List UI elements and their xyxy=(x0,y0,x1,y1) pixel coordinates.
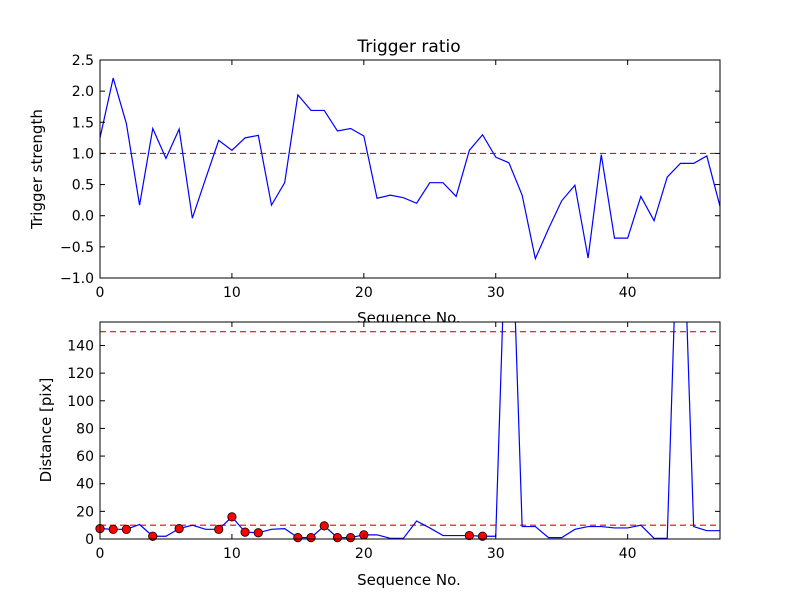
x-tick-label: 40 xyxy=(619,285,637,301)
x-tick-label: 0 xyxy=(96,546,105,562)
distance-chart: Distance [pix] Sequence No. 0 10 20 30 40 0 20… xyxy=(37,321,721,589)
y-tick-label: 0.5 xyxy=(72,178,94,194)
x-tick-label: 30 xyxy=(487,285,505,301)
trigger-ratio-chart: Trigger ratio Trigger strength Sequence … xyxy=(28,37,721,327)
x-tick-label: 10 xyxy=(223,546,241,562)
highlight-point xyxy=(148,531,158,541)
y-tick-label: 1.5 xyxy=(72,115,94,131)
x-tick-label: 40 xyxy=(619,546,637,562)
plot-frame xyxy=(99,59,721,279)
y-tick-label: −1.0 xyxy=(60,271,94,287)
y-tick-label: 20 xyxy=(76,504,94,520)
y-tick-label: 0 xyxy=(85,532,94,548)
series-line xyxy=(100,322,720,539)
plot-layer xyxy=(100,322,720,539)
x-tick-label: 20 xyxy=(355,546,373,562)
y-axis-label: Trigger strength xyxy=(28,109,46,230)
y-tick-label: 40 xyxy=(76,477,94,493)
x-tick-label: 20 xyxy=(355,285,373,301)
y-tick-label: 120 xyxy=(67,366,94,382)
y-tick-label: 140 xyxy=(67,338,94,354)
highlight-point xyxy=(332,533,343,543)
highlight-point xyxy=(108,524,118,534)
plot-frame xyxy=(99,321,721,540)
y-tick-label: 80 xyxy=(76,421,94,437)
highlight-point xyxy=(346,533,356,543)
x-axis-label: Sequence No. xyxy=(357,571,461,589)
highlight-point xyxy=(174,524,184,534)
x-tick-label: 10 xyxy=(223,285,241,301)
chart-title: Trigger ratio xyxy=(356,37,460,57)
highlight-point xyxy=(293,533,303,543)
highlight-point xyxy=(477,531,488,541)
y-tick-label: 100 xyxy=(67,394,94,410)
x-tick-label: 0 xyxy=(96,285,105,301)
y-tick-label: 0.0 xyxy=(72,209,94,225)
x-tick-label: 30 xyxy=(487,546,505,562)
highlight-point xyxy=(464,530,474,541)
y-axis-label: Distance [pix] xyxy=(37,378,55,483)
y-tick-label: 60 xyxy=(76,449,94,465)
y-tick-label: −0.5 xyxy=(60,240,94,256)
y-tick-label: 1.0 xyxy=(72,146,94,162)
plot-area xyxy=(100,60,720,278)
y-tick-label: 2.0 xyxy=(72,84,94,100)
highlight-point xyxy=(214,524,224,534)
series-line xyxy=(100,77,720,261)
highlight-point xyxy=(253,528,263,538)
highlight-point xyxy=(306,533,316,543)
highlight-point xyxy=(121,524,131,534)
y-tick-label: 2.5 xyxy=(72,53,94,69)
plot-layer xyxy=(100,77,720,261)
highlight-point xyxy=(319,521,329,531)
plot-area xyxy=(100,322,720,539)
highlight-point xyxy=(227,512,237,522)
highlight-point xyxy=(240,527,250,537)
